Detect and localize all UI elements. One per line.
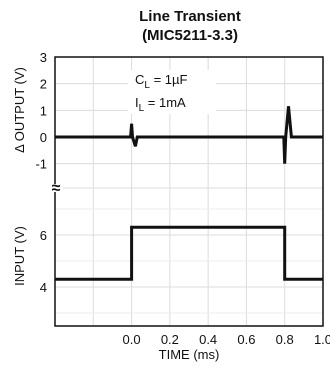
series-layer xyxy=(55,106,323,281)
annotation-box xyxy=(128,70,216,114)
axis-break-symbol: ≈ xyxy=(52,180,61,197)
x-tick-label: 0.2 xyxy=(161,332,179,347)
series-line-input xyxy=(55,225,323,281)
y-tick-label-output: -1 xyxy=(35,157,47,172)
y-tick-label-output: 1 xyxy=(40,103,47,118)
annotation-cl: CL = 1µF xyxy=(135,72,187,91)
x-tick-label: 0.4 xyxy=(199,332,217,347)
x-axis-label: TIME (ms) xyxy=(159,347,220,362)
chart-title-line2: (MIC5211-3.3) xyxy=(142,27,238,44)
y-tick-label-output: 3 xyxy=(40,50,47,65)
y-tick-label-output: 2 xyxy=(40,77,47,92)
y-tick-label-output: 0 xyxy=(40,130,47,145)
y-tick-label-input: 6 xyxy=(40,228,47,243)
annotation-il: IL = 1mA xyxy=(135,95,186,114)
y-axis-label-input: INPUT (V) xyxy=(12,226,27,286)
x-tick-label: 0.0 xyxy=(123,332,141,347)
x-tick-label: 1.0 xyxy=(314,332,330,347)
x-tick-label: 0.8 xyxy=(276,332,294,347)
x-tick-label: 0.6 xyxy=(237,332,255,347)
y-axis-label-output: Δ OUTPUT (V) xyxy=(12,67,27,153)
series-line-output xyxy=(55,106,323,164)
y-tick-label-input: 4 xyxy=(40,280,47,295)
chart-title-line1: Line Transient xyxy=(139,8,241,25)
ticks-layer: 0.0 0.2 0.4 0.6 0.8 1.0 3 2 1 0 -1 6 4 xyxy=(35,50,330,347)
axis-break-mask xyxy=(50,184,63,192)
